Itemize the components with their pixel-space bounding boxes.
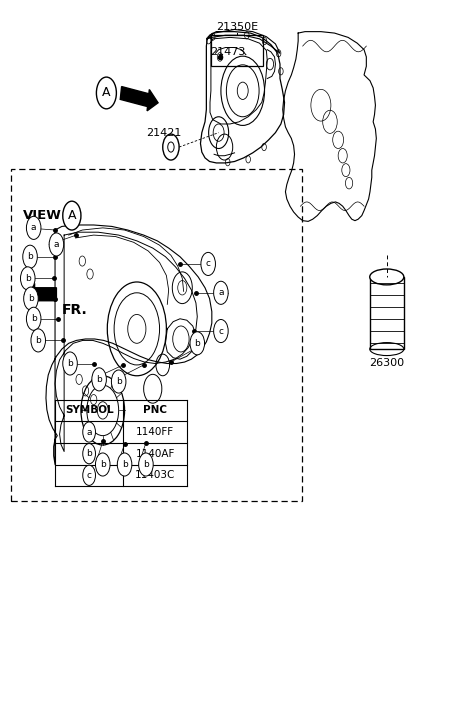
Ellipse shape: [369, 269, 403, 285]
Text: VIEW: VIEW: [23, 209, 62, 222]
Circle shape: [31, 329, 45, 352]
Text: b: b: [31, 314, 36, 324]
Text: b: b: [194, 339, 200, 348]
Text: 26300: 26300: [369, 358, 403, 368]
Text: 1140AF: 1140AF: [135, 449, 174, 459]
Text: b: b: [67, 359, 73, 368]
Text: FR.: FR.: [62, 303, 87, 317]
Text: b: b: [35, 336, 41, 345]
Circle shape: [107, 282, 166, 376]
Circle shape: [62, 201, 81, 230]
Circle shape: [23, 287, 38, 310]
Text: SYMBOL: SYMBOL: [65, 406, 113, 415]
Circle shape: [201, 252, 215, 276]
Circle shape: [190, 332, 204, 355]
Text: a: a: [31, 223, 36, 233]
Circle shape: [162, 134, 179, 160]
Circle shape: [117, 453, 132, 476]
Circle shape: [96, 77, 116, 109]
Circle shape: [111, 370, 126, 393]
Text: b: b: [27, 252, 33, 261]
Text: 11403C: 11403C: [134, 470, 175, 481]
Text: A: A: [67, 209, 76, 222]
Circle shape: [138, 453, 153, 476]
Text: c: c: [86, 471, 91, 480]
Text: b: b: [25, 274, 31, 283]
FancyArrow shape: [24, 284, 56, 305]
Text: b: b: [86, 449, 92, 458]
Text: a: a: [86, 427, 92, 436]
Circle shape: [92, 368, 106, 391]
Text: 1140FF: 1140FF: [136, 427, 174, 437]
Text: PNC: PNC: [143, 406, 167, 415]
Text: b: b: [96, 375, 102, 384]
Text: 21473: 21473: [210, 47, 245, 57]
Circle shape: [81, 376, 124, 445]
Circle shape: [83, 422, 95, 442]
Text: c: c: [205, 260, 210, 268]
FancyArrow shape: [120, 87, 158, 111]
Circle shape: [62, 352, 77, 375]
Text: b: b: [116, 377, 121, 386]
Text: b: b: [28, 294, 34, 303]
Text: b: b: [100, 460, 106, 469]
Text: b: b: [143, 460, 148, 469]
Circle shape: [83, 443, 95, 464]
Circle shape: [213, 281, 228, 305]
Circle shape: [95, 453, 110, 476]
Circle shape: [21, 267, 35, 290]
Text: 21350E: 21350E: [215, 22, 257, 32]
Text: b: b: [122, 460, 127, 469]
Bar: [369, 277, 403, 349]
Circle shape: [23, 245, 37, 268]
Circle shape: [83, 465, 95, 486]
Circle shape: [49, 233, 63, 256]
Text: a: a: [54, 240, 59, 249]
Bar: [211, 35, 263, 66]
Text: c: c: [218, 326, 223, 336]
Circle shape: [26, 308, 41, 330]
Circle shape: [213, 319, 228, 342]
Text: A: A: [102, 87, 111, 100]
Text: 21421: 21421: [146, 128, 181, 137]
Text: a: a: [218, 289, 223, 297]
Circle shape: [26, 217, 41, 239]
